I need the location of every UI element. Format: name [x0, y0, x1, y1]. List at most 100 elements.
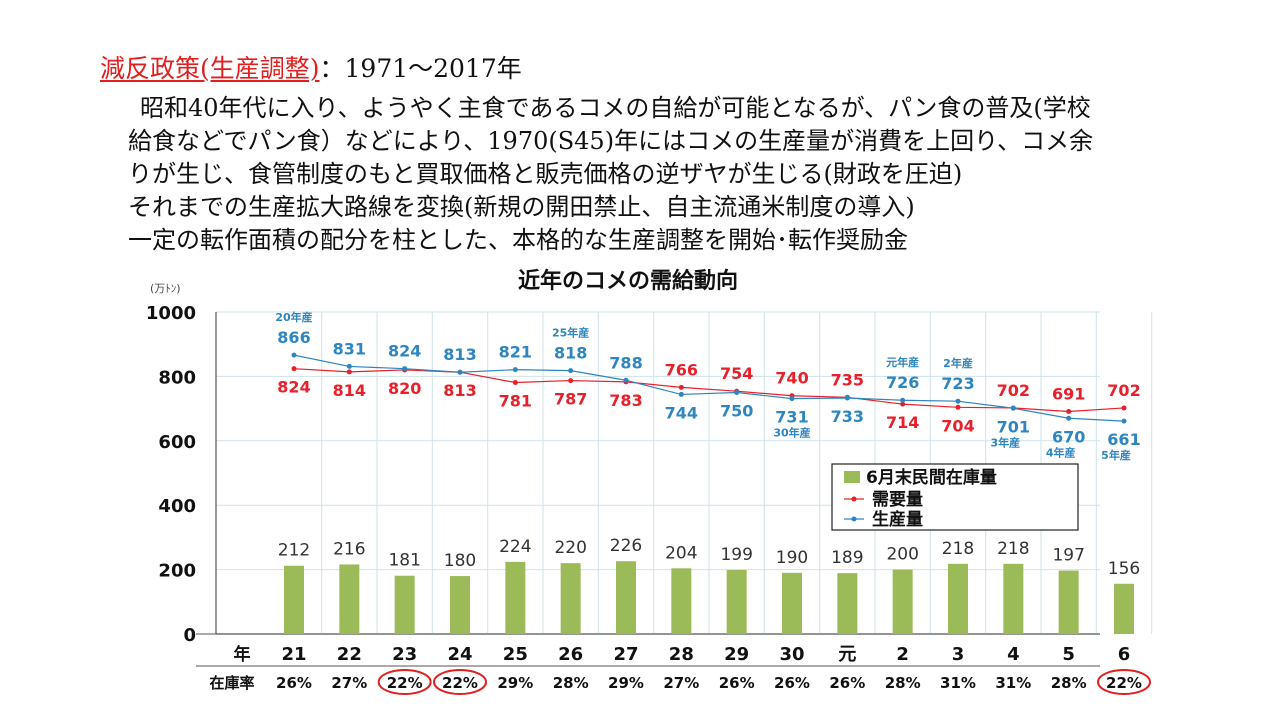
demand-value-label: 702 [1107, 381, 1140, 400]
bar-value-label: 197 [1052, 546, 1084, 566]
production-value-label: 744 [665, 403, 698, 422]
bar-value-label: 218 [997, 539, 1029, 559]
y-tick-label: 800 [158, 367, 196, 388]
bar-inventory [837, 573, 858, 634]
x-tick-label: 25 [503, 644, 528, 665]
x-tick-label: 22 [337, 644, 362, 665]
production-point [900, 397, 906, 403]
legend-label-production: 生産量 [872, 509, 923, 530]
description-line-1: 昭和40年代に入り、ようやく主食であるコメの自給が可能となるが、パン食の普及(学… [140, 94, 1091, 122]
inventory-ratio-value: 28% [553, 674, 589, 692]
x-tick-label: 24 [447, 644, 472, 665]
production-value-label: 750 [720, 402, 753, 421]
inventory-ratio-highlight [1097, 669, 1151, 695]
chart-title: 近年のコメの需給動向 [518, 268, 738, 294]
production-point [1010, 405, 1016, 411]
production-value-label: 726 [886, 373, 919, 392]
demand-value-label: 735 [831, 370, 864, 389]
y-tick-label: 600 [158, 432, 196, 453]
inventory-ratio-value: 27% [663, 674, 699, 692]
legend-swatch-inventory [844, 471, 860, 483]
x-tick-label: 3 [952, 644, 965, 665]
x-tick-label: 21 [281, 644, 306, 665]
legend-dot-production [851, 516, 857, 522]
production-value-label: 661 [1107, 430, 1140, 449]
bar-inventory [1058, 570, 1079, 634]
demand-point [900, 401, 906, 407]
inventory-ratio-value: 26% [774, 674, 810, 692]
inventory-ratio-value: 26% [276, 674, 312, 692]
demand-point [955, 404, 961, 410]
production-line [293, 354, 1125, 422]
production-value-label: 701 [997, 417, 1030, 436]
demand-value-label: 704 [941, 416, 974, 435]
x-axis-label: 年 [234, 644, 251, 665]
production-point [402, 366, 408, 372]
inventory-ratio-value: 26% [829, 674, 865, 692]
production-value-label: 821 [499, 343, 532, 362]
inventory-ratio-value: 22% [387, 674, 423, 692]
inventory-ratio-value: 31% [995, 674, 1031, 692]
demand-value-label: 814 [333, 381, 366, 400]
bar-inventory [892, 569, 913, 634]
demand-value-label: 824 [277, 378, 310, 397]
policy-title: 減反政策(生産調整) [100, 54, 320, 83]
x-tick-label: 26 [558, 644, 583, 665]
x-tick-label: 27 [613, 644, 638, 665]
production-point [457, 369, 463, 375]
bar-inventory [671, 568, 692, 634]
y-unit-label: (万ﾄﾝ) [150, 282, 181, 295]
y-tick-label: 400 [158, 496, 196, 517]
production-point [623, 377, 629, 383]
production-point [291, 352, 297, 358]
production-point [568, 368, 574, 374]
legend-box [831, 463, 1079, 531]
x-tick-label: 4 [1007, 644, 1020, 665]
inventory-ratio-value: 28% [1051, 674, 1087, 692]
production-value-label: 670 [1052, 427, 1085, 446]
production-value-label: 723 [941, 374, 974, 393]
demand-point [568, 378, 574, 384]
production-value-label: 831 [333, 339, 366, 358]
bar-inventory [616, 561, 636, 634]
bar-inventory [394, 575, 415, 634]
demand-value-label: 820 [388, 379, 421, 398]
demand-value-label: 766 [665, 360, 698, 379]
description-line-5: 一定の転作面積の配分を柱とした、本格的な生産調整を開始･転作奨励金 [128, 226, 908, 254]
crop-year-annotation: 元年産 [886, 355, 919, 369]
bar-value-label: 190 [776, 548, 808, 568]
bar-inventory [560, 563, 581, 634]
demand-point [1121, 405, 1127, 411]
production-point [789, 396, 795, 402]
bar-value-label: 156 [1108, 559, 1140, 579]
bar-inventory [1003, 563, 1024, 634]
x-tick-label: 30 [779, 644, 804, 665]
demand-point [678, 384, 684, 390]
y-tick-label: 200 [158, 561, 196, 582]
demand-value-label: 691 [1052, 384, 1085, 403]
inventory-ratio-value: 29% [497, 674, 533, 692]
bar-value-label: 199 [720, 545, 752, 565]
demand-value-label: 813 [443, 381, 476, 400]
x-tick-label: 23 [392, 644, 417, 665]
crop-year-annotation: 20年産 [275, 310, 312, 324]
demand-value-label: 740 [775, 369, 808, 388]
y-tick-label: 0 [183, 625, 196, 646]
production-point [346, 363, 352, 369]
demand-line [293, 368, 1125, 413]
bar-value-label: 224 [499, 537, 531, 557]
crop-year-annotation: 25年産 [552, 326, 589, 340]
crop-year-annotation: 5年産 [1101, 448, 1131, 462]
legend-label-demand: 需要量 [872, 489, 923, 510]
x-tick-label: 元 [838, 644, 856, 665]
demand-value-label: 783 [609, 391, 642, 410]
x-tick-label: 6 [1118, 644, 1131, 665]
inventory-ratio-highlight [377, 669, 432, 695]
legend-label-inventory: 6月末民間在庫量 [866, 467, 997, 488]
bar-value-label: 216 [333, 539, 365, 559]
production-value-label: 788 [609, 353, 642, 372]
description: 昭和40年代に入り、ようやく主食であるコメの自給が可能となるが、パン食の普及(学… [128, 92, 1198, 257]
demand-value-label: 702 [997, 381, 1030, 400]
inventory-ratio-value: 22% [1106, 674, 1142, 692]
